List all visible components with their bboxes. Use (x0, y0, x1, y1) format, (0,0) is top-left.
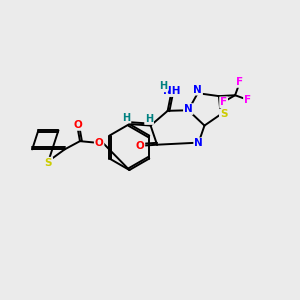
Text: N: N (184, 104, 193, 114)
Text: F: F (220, 97, 227, 107)
Text: NH: NH (163, 86, 181, 96)
Text: O: O (73, 120, 82, 130)
Text: H: H (122, 112, 130, 123)
Text: S: S (220, 110, 227, 119)
Text: F: F (236, 77, 243, 87)
Text: F: F (244, 95, 251, 105)
Text: N: N (193, 85, 202, 94)
Text: O: O (95, 138, 103, 148)
Text: O: O (136, 141, 144, 151)
Text: H: H (145, 114, 153, 124)
Text: S: S (45, 158, 52, 168)
Text: H: H (159, 81, 167, 92)
Text: N: N (194, 138, 203, 148)
